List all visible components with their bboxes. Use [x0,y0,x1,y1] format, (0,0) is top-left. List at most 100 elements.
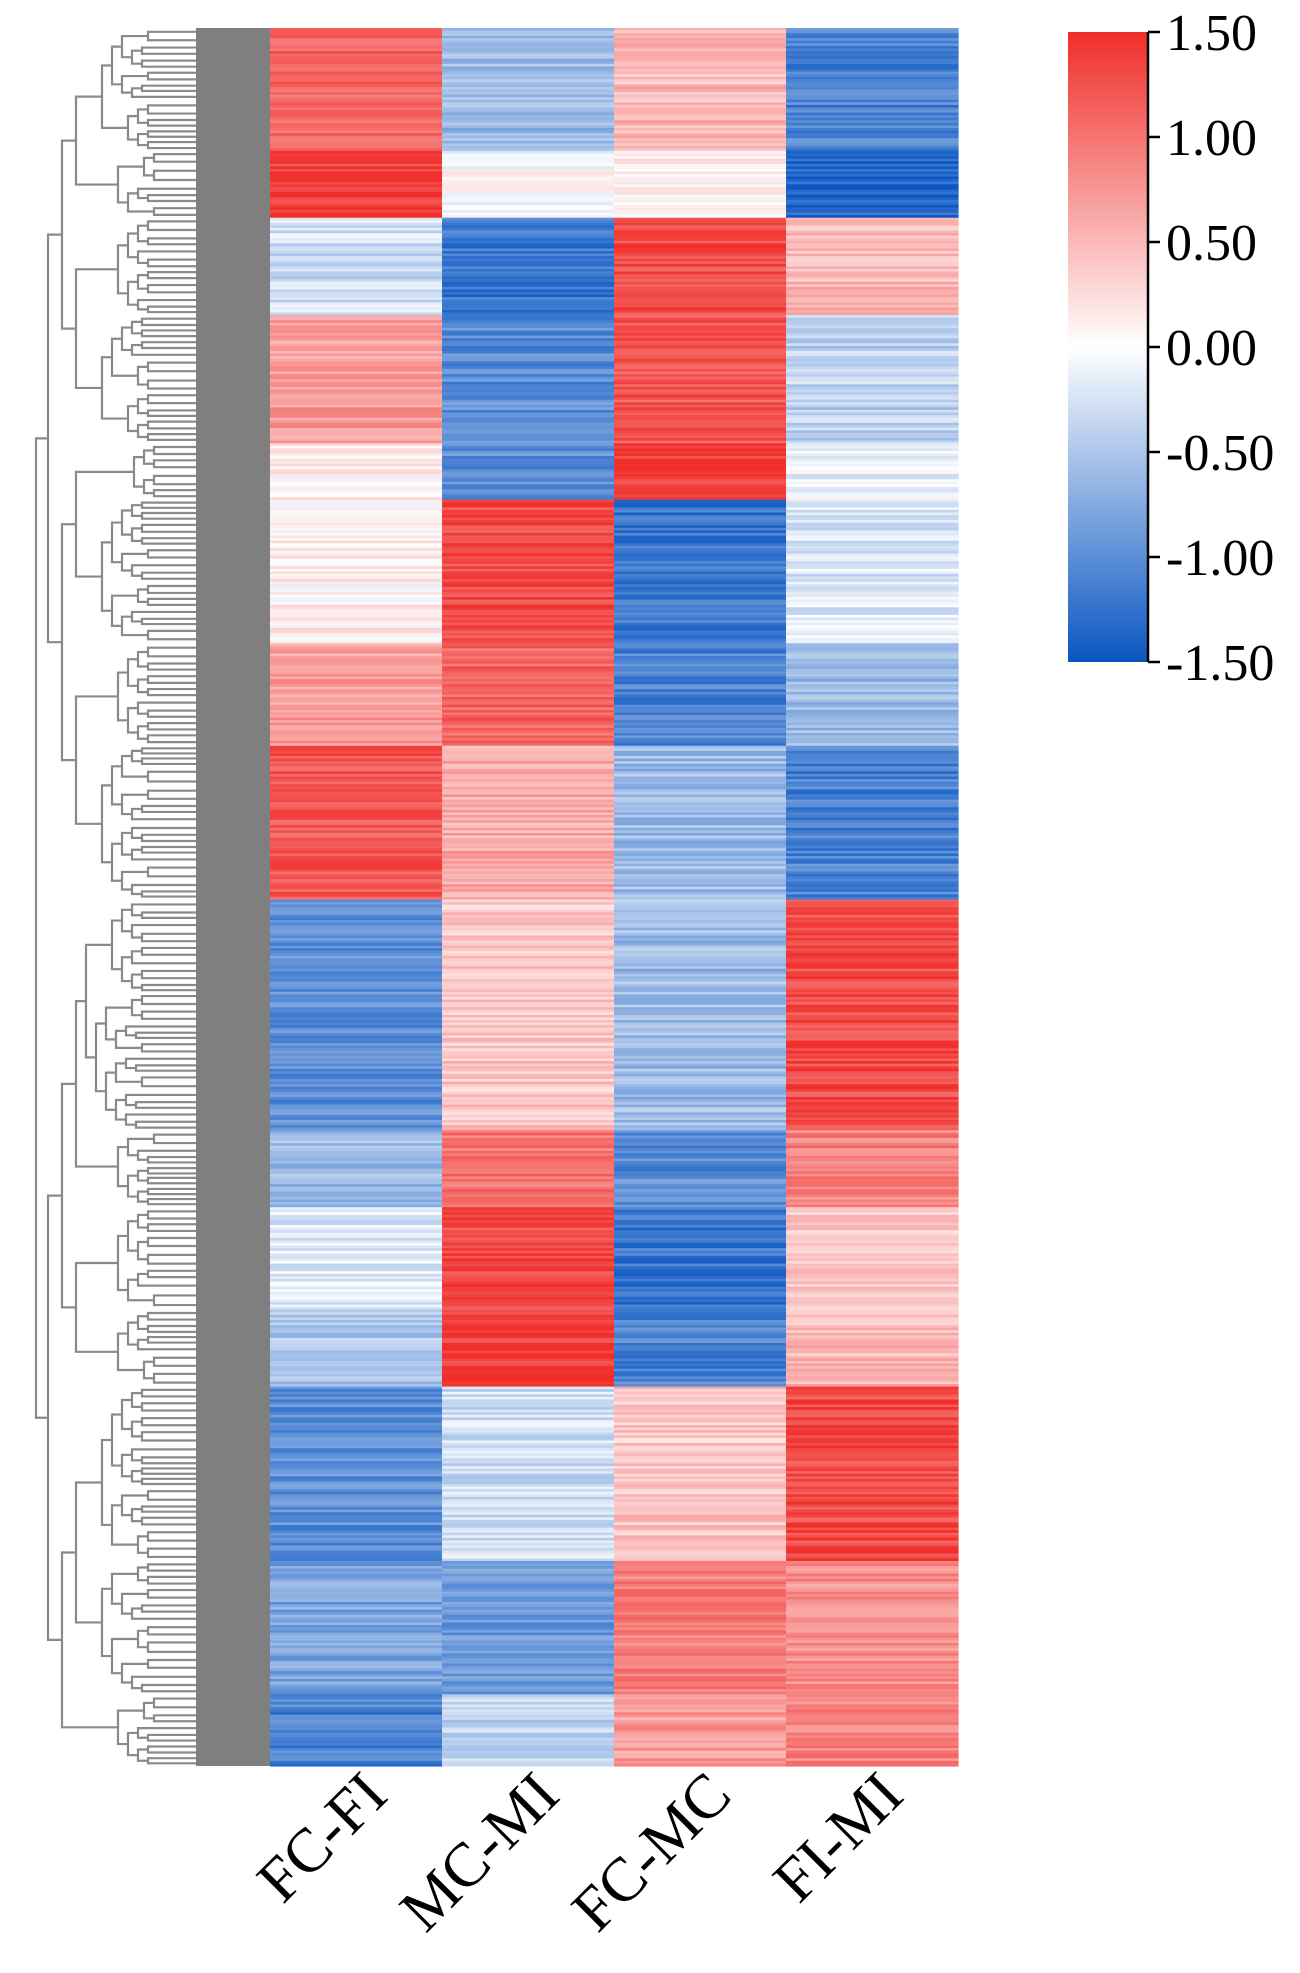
heatmap-cell [614,361,787,365]
heatmap-cell [614,1448,787,1452]
heatmap-cell [442,825,615,829]
heatmap-cell [786,594,959,598]
heatmap-cell [614,517,787,521]
heatmap-cell [786,563,959,567]
heatmap-cell [270,753,443,757]
dendrogram-link [60,523,76,762]
heatmap-cell [270,399,443,403]
heatmap-cell [614,1330,787,1334]
dendrogram-link [136,650,148,668]
heatmap-cell [614,884,787,888]
heatmap-cell [786,607,959,611]
heatmap-cell [442,1250,615,1254]
heatmap-cell [270,1166,443,1170]
heatmap-cell [442,479,615,483]
dendrogram-link [140,1467,152,1475]
heatmap-cell [614,471,787,475]
heatmap-cell [442,748,615,752]
heatmap-cell [442,1212,615,1216]
heatmap-cell [442,1740,615,1744]
heatmap-cell [270,491,443,496]
heatmap-cell [442,1525,615,1529]
heatmap-cell [786,1471,959,1475]
heatmap-cell [270,1527,443,1531]
heatmap-cell [614,1683,787,1688]
heatmap-cell [614,371,787,375]
heatmap-cell [786,1389,959,1393]
heatmap-cell [270,720,443,724]
heatmap-cell [270,1573,443,1577]
heatmap-cell [786,1253,959,1257]
dendrogram-link [110,1572,138,1605]
heatmap-cell [270,1399,443,1403]
heatmap-cell [614,1263,787,1267]
heatmap-cell [442,1589,615,1593]
heatmap-cell [270,102,443,106]
heatmap-cell [614,1722,787,1726]
heatmap-cell [786,717,959,721]
heatmap-cell [614,1084,787,1088]
heatmap-cell [270,1319,443,1324]
heatmap-cell [786,722,959,726]
heatmap-cell [786,1058,959,1062]
heatmap-cell [614,594,787,598]
heatmap-cell [270,1289,443,1293]
heatmap-cell [270,197,443,201]
heatmap-cell [270,1430,443,1434]
heatmap-cell [614,161,787,165]
heatmap-cell [270,330,443,334]
heatmap-cell [786,597,959,601]
heatmap-cell [786,1371,959,1375]
heatmap-cell [614,1055,787,1060]
heatmap-cell [442,976,615,980]
heatmap-cell [786,814,959,819]
heatmap-cell [786,1550,959,1554]
dendrogram-link [146,394,158,405]
heatmap-cell [614,1537,787,1542]
heatmap-cell [442,107,615,111]
heatmap-cell [614,197,787,201]
heatmap-cell [442,1486,615,1490]
heatmap-cell [270,271,443,275]
dendrogram-link [146,1236,158,1248]
heatmap-cell [786,973,959,978]
heatmap-cell [614,461,787,465]
heatmap-cell [270,1053,443,1057]
heatmap-cell [786,1704,959,1708]
dendrogram-link [146,1626,158,1636]
heatmap-cell [442,1432,615,1436]
heatmap-cell [270,1499,443,1503]
heatmap-cell [614,643,787,647]
heatmap-cell [614,115,787,119]
heatmap-cell [442,420,615,424]
heatmap-cell [442,1368,615,1372]
heatmap-cell [270,943,443,947]
heatmap-cell [614,563,787,567]
heatmap-cell [614,1566,787,1570]
heatmap-cell [614,579,787,583]
heatmap-cell [786,281,959,285]
heatmap-cell [614,1066,787,1070]
heatmap-cell [270,807,443,811]
heatmap-cell [442,1243,615,1247]
heatmap-cell [786,1191,959,1195]
heatmap-cell [270,1004,443,1008]
heatmap-cell [442,1125,615,1129]
heatmap-cell [270,1699,443,1703]
heatmap-cell [614,568,787,573]
heatmap-cell [614,943,787,947]
heatmap-cell [786,1040,959,1044]
heatmap-cell [270,1199,443,1203]
heatmap-cell [270,1137,443,1142]
heatmap-cell [442,714,615,719]
heatmap-cell [786,1404,959,1408]
dendrogram-link [140,84,152,93]
heatmap-cell [270,871,443,875]
heatmap-cell [786,1135,959,1139]
heatmap-cell [270,1284,443,1288]
heatmap-cell [786,656,959,660]
heatmap-cell [786,1014,959,1019]
heatmap-cell [442,397,615,401]
heatmap-cell [786,117,959,121]
heatmap-cell [442,294,615,298]
